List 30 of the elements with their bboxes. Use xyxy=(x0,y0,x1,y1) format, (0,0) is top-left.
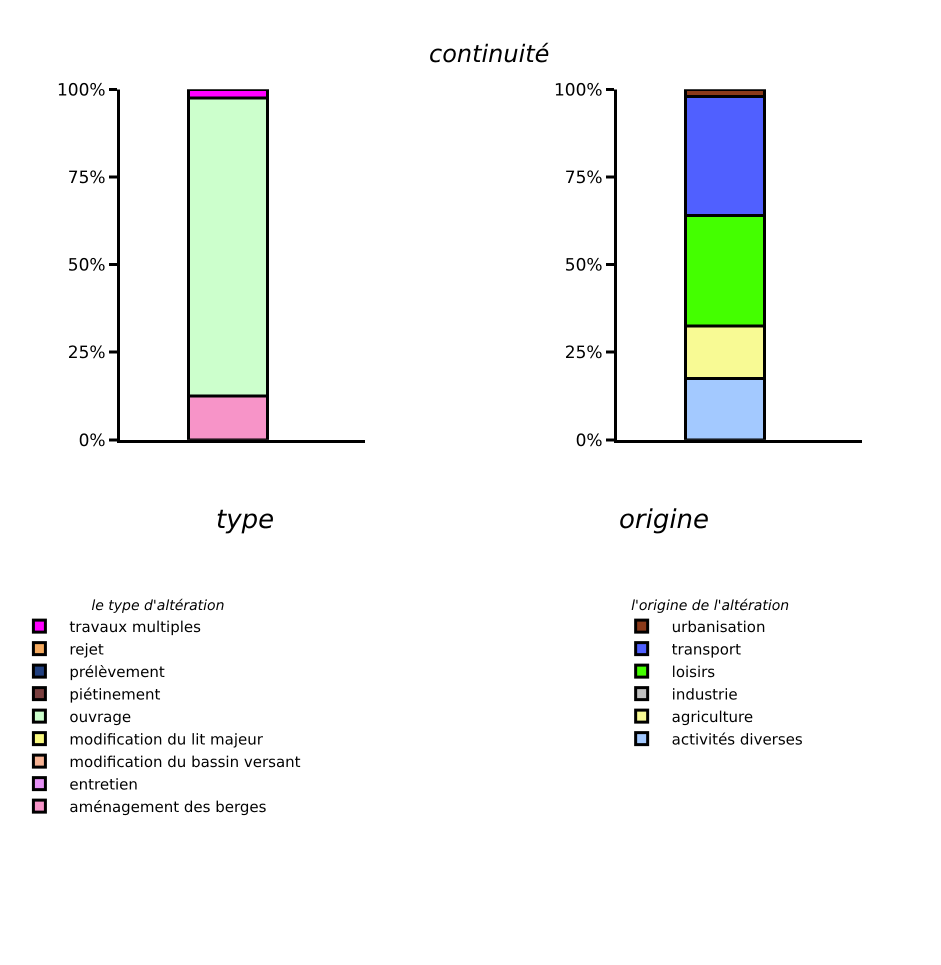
legend-label: prélèvement xyxy=(69,662,165,681)
legend-title: l'origine de l'altération xyxy=(631,598,790,614)
y-tick-label: 100% xyxy=(554,80,603,100)
x-axis-title: origine xyxy=(619,505,710,535)
legend-label: modification du bassin versant xyxy=(69,752,301,771)
text: continuité xyxy=(429,40,550,68)
legend-label: travaux multiples xyxy=(69,618,202,636)
legend-label: loisirs xyxy=(672,662,716,681)
legend-label: transport xyxy=(672,640,742,658)
legend-label: activités diverses xyxy=(672,730,803,748)
legend-label: entretien xyxy=(69,775,138,794)
x-axis-title: type xyxy=(216,505,274,535)
legend-label: rejet xyxy=(69,640,104,658)
legend-label: urbanisation xyxy=(672,618,766,636)
legend-label: modification du lit majeur xyxy=(69,730,264,748)
y-tick-label: 0% xyxy=(78,430,106,451)
y-tick-label: 25% xyxy=(564,343,603,364)
y-tick-label: 50% xyxy=(68,256,106,276)
legend-label: ouvrage xyxy=(69,708,132,726)
y-tick-label: 25% xyxy=(68,343,106,364)
legend-title: le type d'altération xyxy=(91,598,224,614)
y-tick-label: 100% xyxy=(56,80,106,100)
legend-label: agriculture xyxy=(672,708,754,726)
legend-label: aménagement des berges xyxy=(69,798,267,816)
y-tick-label: 75% xyxy=(68,168,106,188)
legend-label: piétinement xyxy=(69,685,160,704)
y-tick-label: 0% xyxy=(576,430,603,451)
legend-label: industrie xyxy=(672,685,738,704)
y-tick-label: 50% xyxy=(564,256,603,276)
y-tick-label: 75% xyxy=(564,168,603,188)
